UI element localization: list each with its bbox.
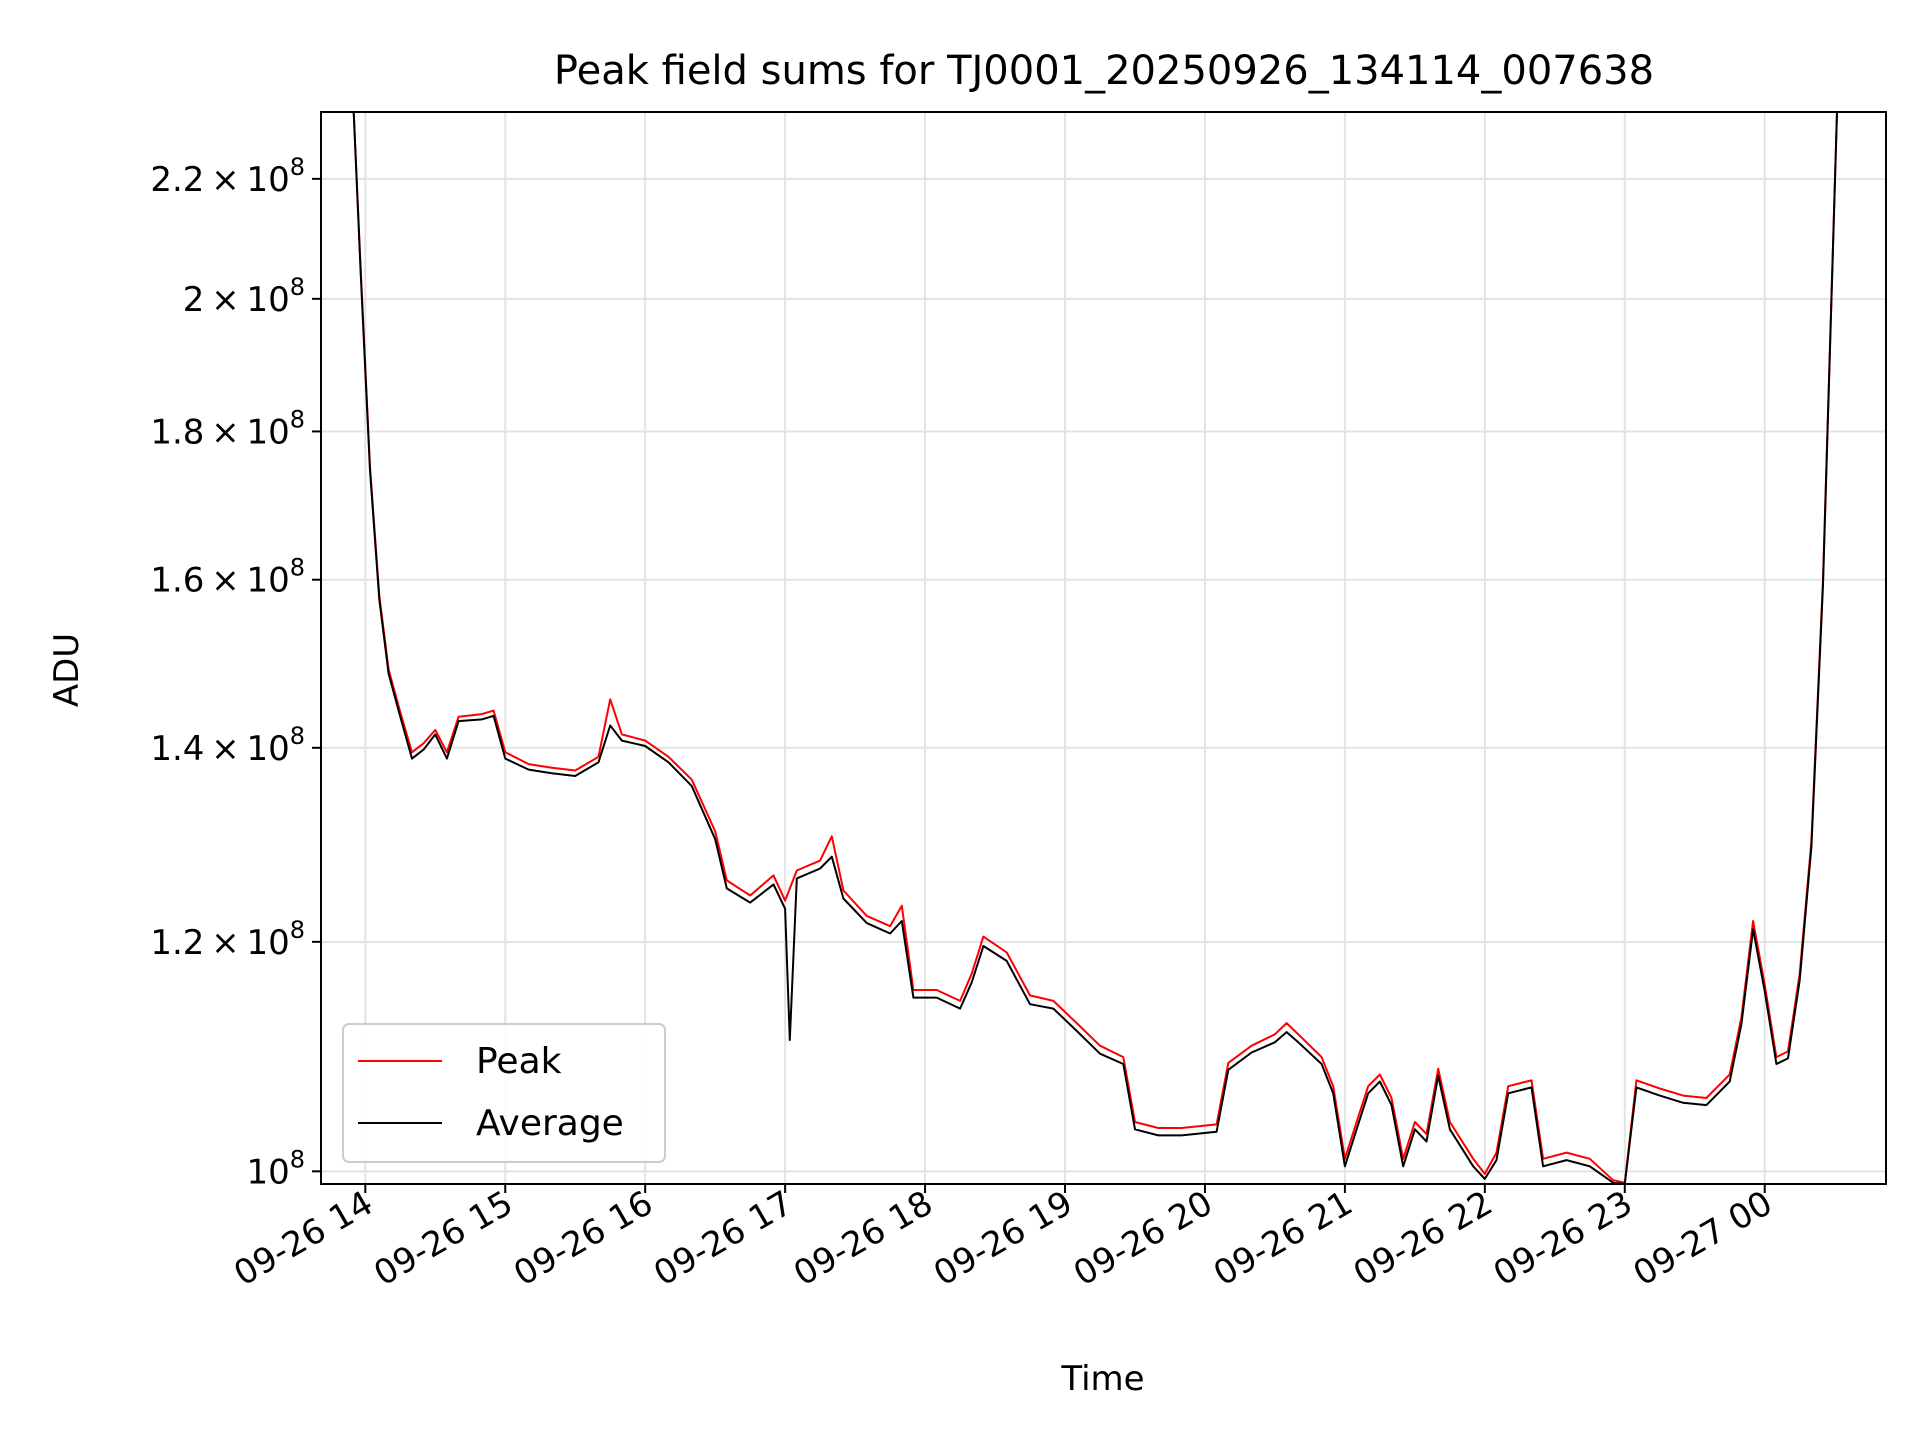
y-tick-label: 2.2 × 108 bbox=[150, 153, 305, 200]
y-tick-label: 1.8 × 108 bbox=[150, 405, 305, 452]
y-tick-exponent: 8 bbox=[290, 273, 305, 301]
y-tick-exponent: 8 bbox=[290, 722, 305, 750]
y-tick-mantissa: 1.6 × 10 bbox=[150, 561, 289, 601]
y-tick-mantissa: 2.2 × 10 bbox=[150, 160, 289, 200]
y-tick-exponent: 8 bbox=[290, 153, 305, 181]
y-tick-mantissa: 1.2 × 10 bbox=[150, 923, 289, 963]
legend: Peak Average bbox=[342, 1023, 666, 1163]
x-axis-label: Time bbox=[1060, 1359, 1144, 1399]
series-line-peak bbox=[352, 112, 1838, 1184]
legend-box bbox=[342, 1023, 666, 1163]
legend-label-average: Average bbox=[476, 1103, 624, 1144]
y-tick-label: 1.4 × 108 bbox=[150, 722, 305, 769]
y-tick-label: 108 bbox=[246, 1145, 305, 1192]
y-tick-exponent: 8 bbox=[290, 405, 305, 433]
y-tick-exponent: 8 bbox=[290, 1145, 305, 1173]
y-tick-mantissa: 10 bbox=[246, 1152, 289, 1192]
y-tick-label: 1.6 × 108 bbox=[150, 554, 305, 601]
y-tick-exponent: 8 bbox=[290, 916, 305, 944]
legend-label-peak: Peak bbox=[476, 1041, 562, 1082]
y-tick-label: 1.2 × 108 bbox=[150, 916, 305, 963]
y-tick-label: 2 × 108 bbox=[183, 273, 305, 320]
y-tick-mantissa: 1.4 × 10 bbox=[150, 729, 289, 769]
chart-title: Peak field sums for TJ0001_20250926_1341… bbox=[554, 48, 1654, 94]
y-tick-mantissa: 1.8 × 10 bbox=[150, 412, 289, 452]
grid-lines bbox=[321, 112, 1886, 1184]
plot-area-frame bbox=[320, 111, 1887, 1185]
y-tick-exponent: 8 bbox=[290, 554, 305, 582]
y-axis-label: ADU bbox=[47, 633, 87, 707]
y-tick-mantissa: 2 × 10 bbox=[183, 280, 290, 320]
